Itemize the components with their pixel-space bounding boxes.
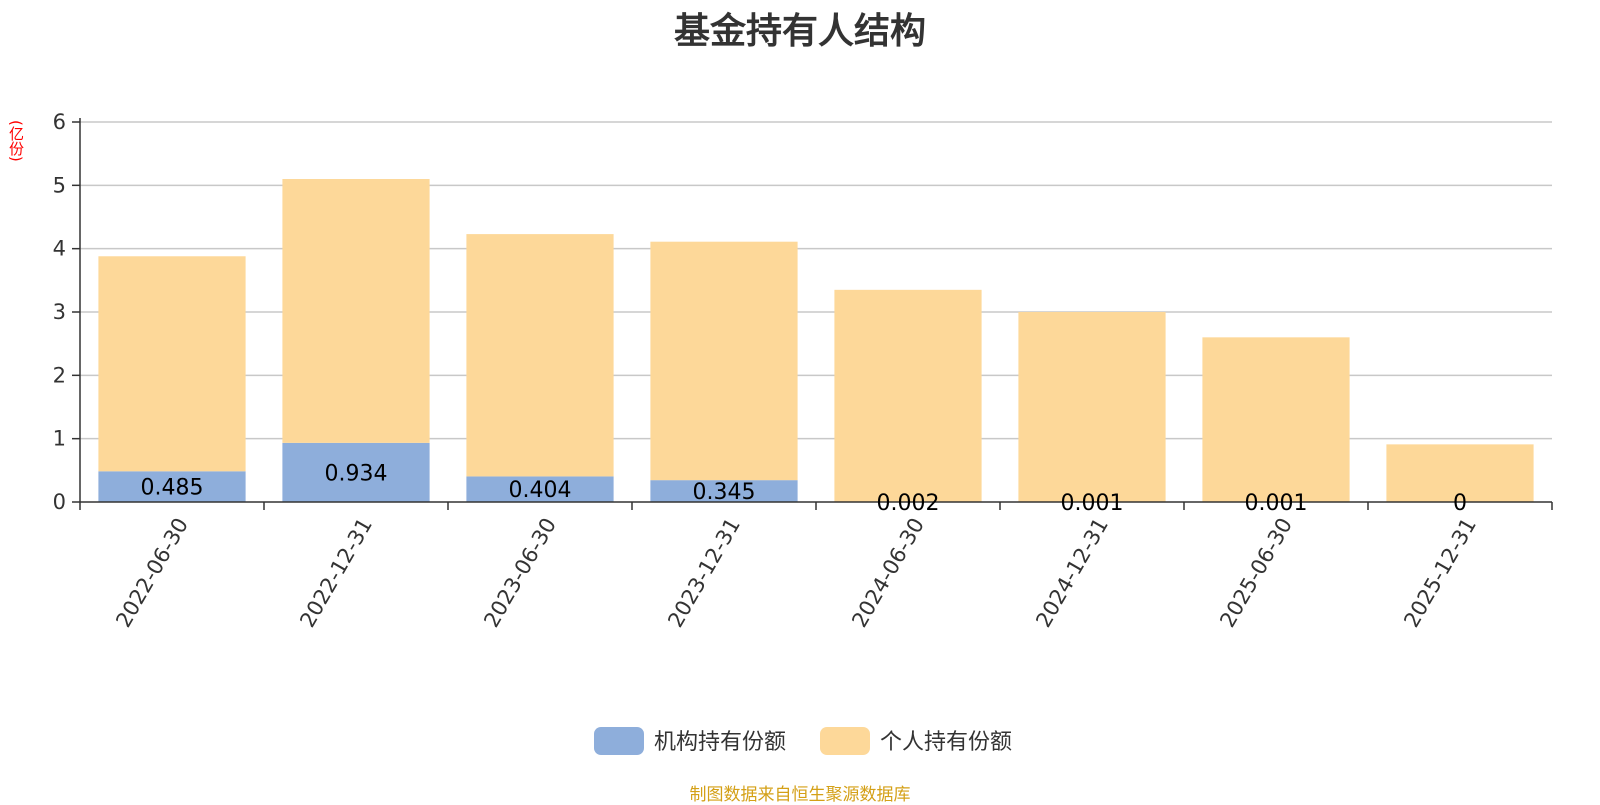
y-tick-label: 1 xyxy=(53,427,66,451)
legend-label: 机构持有份额 xyxy=(654,730,786,755)
data-label: 0.934 xyxy=(325,461,388,486)
legend-label: 个人持有份额 xyxy=(880,730,1012,755)
y-tick-label: 0 xyxy=(53,490,66,514)
data-label: 0.345 xyxy=(693,480,756,505)
x-tick-label: 2025-12-31 xyxy=(1399,514,1481,632)
data-label: 0.001 xyxy=(1245,491,1308,516)
x-tick-label: 2024-06-30 xyxy=(847,514,929,632)
source-note: 制图数据来自恒生聚源数据库 xyxy=(0,780,1600,805)
y-tick-label: 6 xyxy=(53,110,66,134)
legend-item: 机构持有份额 xyxy=(594,727,786,755)
bars xyxy=(98,179,1533,502)
data-label: 0 xyxy=(1453,491,1467,516)
bar-individual xyxy=(834,290,981,502)
data-label: 0.002 xyxy=(877,491,940,516)
bar-individual xyxy=(1202,337,1349,502)
y-tick-label: 4 xyxy=(53,237,66,261)
bar-individual xyxy=(650,242,797,480)
data-label: 0.001 xyxy=(1061,491,1124,516)
y-tick-label: 2 xyxy=(53,363,66,387)
data-label: 0.485 xyxy=(141,476,204,501)
bar-individual xyxy=(282,179,429,443)
y-tick-label: 5 xyxy=(53,173,66,197)
y-tick-label: 3 xyxy=(53,300,66,324)
legend-swatch xyxy=(594,727,644,755)
x-tick-label: 2023-12-31 xyxy=(663,514,745,632)
bar-individual xyxy=(98,256,245,471)
x-tick-label: 2024-12-31 xyxy=(1031,514,1113,632)
bar-individual xyxy=(466,234,613,476)
data-label: 0.404 xyxy=(509,478,572,503)
x-tick-label: 2023-06-30 xyxy=(479,514,561,632)
legend-item: 个人持有份额 xyxy=(820,727,1012,755)
x-tick-label: 2022-12-31 xyxy=(295,514,377,632)
bar-individual xyxy=(1018,312,1165,502)
x-tick-label: 2025-06-30 xyxy=(1215,514,1297,632)
x-tick-label: 2022-06-30 xyxy=(111,514,193,632)
legend-swatch xyxy=(820,727,870,755)
legend: 机构持有份额 个人持有份额 xyxy=(594,727,1012,755)
